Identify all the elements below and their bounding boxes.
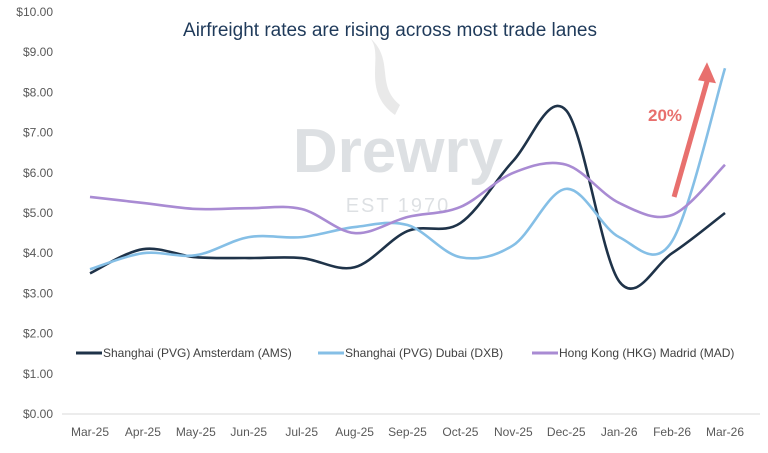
y-tick-label: $8.00 <box>23 85 53 99</box>
x-tick-label: Feb-26 <box>653 425 691 439</box>
y-tick-label: $5.00 <box>23 206 53 220</box>
y-tick-label: $1.00 <box>23 367 53 381</box>
svg-text:EST 1970: EST 1970 <box>346 195 451 217</box>
annotation-arrow <box>671 73 712 198</box>
x-tick-label: Apr-25 <box>125 425 161 439</box>
legend-label: Shanghai (PVG) Amsterdam (AMS) <box>103 346 292 360</box>
y-tick-label: $9.00 <box>23 45 53 59</box>
x-tick-label: May-25 <box>176 425 216 439</box>
legend-label: Hong Kong (HKG) Madrid (MAD) <box>559 346 734 360</box>
x-tick-label: Aug-25 <box>335 425 374 439</box>
svg-text:Drewry: Drewry <box>293 117 504 186</box>
chart-title: Airfreight rates are rising across most … <box>183 20 597 41</box>
x-tick-label: Dec-25 <box>547 425 586 439</box>
x-tick-label: Sep-25 <box>388 425 427 439</box>
annotation-label: 20% <box>648 106 682 125</box>
y-tick-label: $4.00 <box>23 246 53 260</box>
y-tick-label: $2.00 <box>23 327 53 341</box>
legend-label: Shanghai (PVG) Dubai (DXB) <box>345 346 503 360</box>
series-line-1 <box>89 67 727 271</box>
y-tick-label: $7.00 <box>23 126 53 140</box>
y-tick-label: $6.00 <box>23 166 53 180</box>
arrow-head-icon <box>698 62 716 84</box>
x-tick-label: Nov-25 <box>494 425 533 439</box>
x-tick-label: Jul-25 <box>285 425 318 439</box>
x-tick-label: Jun-25 <box>230 425 267 439</box>
drewry-watermark: Drewry EST 1970 <box>293 38 504 217</box>
y-tick-label: $10.00 <box>16 5 53 19</box>
y-tick-label: $0.00 <box>23 407 53 421</box>
y-tick-label: $3.00 <box>23 286 53 300</box>
x-tick-label: Mar-26 <box>706 425 744 439</box>
x-tick-label: Jan-26 <box>601 425 638 439</box>
x-tick-label: Oct-25 <box>442 425 478 439</box>
x-tick-label: Mar-25 <box>71 425 109 439</box>
